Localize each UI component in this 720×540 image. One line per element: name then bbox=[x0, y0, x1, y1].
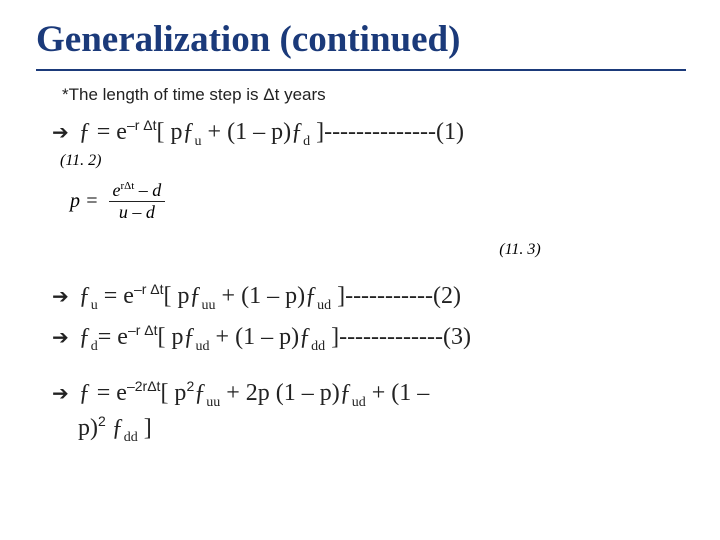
eq4-exp: –2rΔt bbox=[127, 378, 160, 394]
eq1-lhs: ƒ = e bbox=[79, 119, 127, 145]
eq4-l2sub: dd bbox=[124, 430, 138, 445]
eq4-l2exp: 2 bbox=[98, 413, 106, 429]
eq3-lhs-sub: d bbox=[91, 338, 98, 353]
equation-2: ➔ ƒu = e–r Δt[ pƒuu + (1 – p)ƒud ]------… bbox=[36, 281, 684, 314]
eq4-mid3: + (1 – bbox=[366, 380, 430, 406]
eq2-lhs-sub: u bbox=[91, 298, 98, 313]
note-prefix: *The length of time step is bbox=[62, 85, 263, 104]
equation-4: ➔ ƒ = e–2rΔt[ p2ƒuu + 2p (1 – p)ƒud + (1… bbox=[36, 378, 684, 411]
eq1-sub-u: u bbox=[195, 134, 202, 149]
eq2-body: [ pƒ bbox=[164, 283, 202, 309]
eq1-mid: + (1 – p)ƒ bbox=[202, 119, 304, 145]
ref-11-2: (11. 2) bbox=[36, 152, 684, 170]
eq4-l2a: p) bbox=[78, 415, 98, 441]
equation-4-line2: p)2 ƒdd ] bbox=[36, 413, 684, 446]
eq4-lhs: ƒ = e bbox=[79, 380, 127, 406]
note-delta: Δt years bbox=[263, 85, 325, 104]
bullet-1: ➔ bbox=[52, 122, 69, 144]
frac-denominator: u – d bbox=[109, 202, 166, 223]
eq2-sub2: ud bbox=[317, 298, 331, 313]
eq2-mid: + (1 – p)ƒ bbox=[216, 283, 318, 309]
fraction: erΔt – d u – d bbox=[109, 180, 166, 223]
eq4-sub1: uu bbox=[206, 395, 220, 410]
p-fraction: p = erΔt – d u – d bbox=[36, 180, 684, 223]
eq2-exp: –r Δt bbox=[134, 281, 164, 297]
eq1-exp: –r Δt bbox=[127, 117, 157, 133]
title-underline bbox=[36, 69, 686, 71]
equation-3: ➔ ƒd= e–r Δt[ pƒud + (1 – p)ƒdd ]-------… bbox=[36, 322, 684, 355]
eq1-suffix: ]--------------(1) bbox=[310, 119, 464, 145]
frac-num-rhs: – d bbox=[134, 180, 161, 200]
eq4-l2suf: ] bbox=[138, 415, 152, 441]
eq3-mid: + (1 – p)ƒ bbox=[210, 324, 312, 350]
eq3-suffix: ]-------------(3) bbox=[325, 324, 471, 350]
eq4-mid1: ƒ bbox=[194, 380, 206, 406]
eq4-mid2: + 2p (1 – p)ƒ bbox=[220, 380, 352, 406]
bullet-3: ➔ bbox=[52, 327, 69, 349]
frac-numerator: erΔt – d bbox=[109, 180, 166, 202]
bullet-2: ➔ bbox=[52, 286, 69, 308]
equation-1: ➔ ƒ = e–r Δt[ pƒu + (1 – p)ƒd ]---------… bbox=[36, 117, 684, 150]
eq2-lhs: ƒ bbox=[79, 283, 91, 309]
eq2-suffix: ]-----------(2) bbox=[331, 283, 461, 309]
p-equals: p = bbox=[70, 190, 99, 213]
eq2-pre: = e bbox=[98, 283, 134, 309]
eq3-sub1: ud bbox=[196, 338, 210, 353]
eq3-sub2: dd bbox=[311, 338, 325, 353]
frac-num-exp: rΔt bbox=[121, 180, 135, 192]
eq4-l2mid: ƒ bbox=[106, 415, 124, 441]
eq1-body: [ pƒ bbox=[157, 119, 195, 145]
eq2-sub1: uu bbox=[202, 298, 216, 313]
frac-num-e: e bbox=[113, 180, 121, 200]
note-text: *The length of time step is Δt years bbox=[36, 85, 684, 105]
eq3-body: [ pƒ bbox=[158, 324, 196, 350]
eq4-sub2: ud bbox=[352, 395, 366, 410]
eq4-body: [ p bbox=[160, 380, 186, 406]
ref-11-3: (11. 3) bbox=[36, 241, 684, 259]
slide-title: Generalization (continued) bbox=[36, 18, 684, 61]
bullet-4: ➔ bbox=[52, 383, 69, 405]
eq3-lhs: ƒ bbox=[79, 324, 91, 350]
eq3-exp: –r Δt bbox=[128, 322, 158, 338]
eq3-pre: = e bbox=[98, 324, 128, 350]
